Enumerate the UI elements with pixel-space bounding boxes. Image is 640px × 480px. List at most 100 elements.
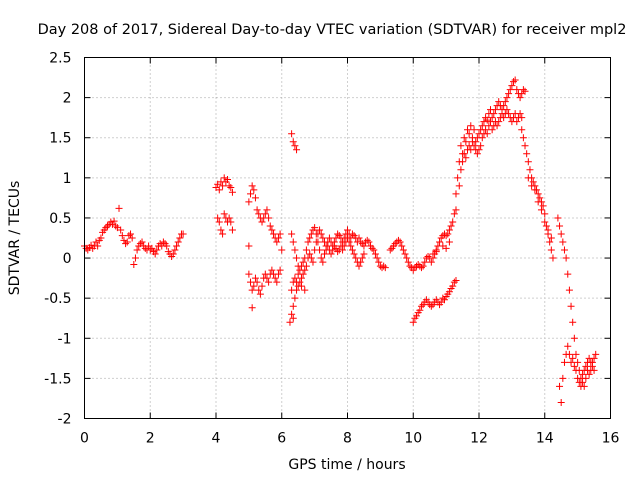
data-point bbox=[245, 270, 253, 278]
data-point bbox=[495, 118, 503, 126]
data-point bbox=[529, 178, 537, 186]
data-point bbox=[475, 146, 483, 154]
data-point bbox=[404, 258, 412, 266]
data-point bbox=[316, 226, 324, 234]
data-point bbox=[483, 116, 491, 124]
data-point bbox=[255, 210, 263, 218]
data-point bbox=[327, 250, 335, 258]
data-point bbox=[460, 134, 468, 142]
y-tick-label: 2.5 bbox=[49, 51, 71, 67]
data-point bbox=[403, 254, 411, 262]
data-point bbox=[225, 214, 233, 222]
data-point bbox=[278, 246, 286, 254]
data-point bbox=[470, 142, 478, 150]
data-point bbox=[307, 254, 315, 262]
data-point bbox=[245, 198, 253, 206]
data-point bbox=[104, 222, 112, 230]
data-point bbox=[266, 222, 274, 230]
data-point bbox=[214, 214, 222, 222]
data-point bbox=[276, 266, 284, 274]
data-point bbox=[112, 222, 120, 230]
data-point bbox=[480, 118, 488, 126]
data-point bbox=[115, 204, 123, 212]
data-point bbox=[536, 194, 544, 202]
data-point bbox=[228, 188, 236, 196]
data-point bbox=[261, 210, 269, 218]
data-point bbox=[169, 250, 177, 258]
data-point bbox=[263, 206, 271, 214]
data-point bbox=[375, 258, 383, 266]
data-point bbox=[270, 230, 278, 238]
data-point bbox=[513, 86, 521, 94]
data-point bbox=[564, 270, 572, 278]
data-point bbox=[360, 242, 368, 250]
data-point bbox=[301, 286, 309, 294]
data-point bbox=[488, 114, 496, 122]
data-point bbox=[406, 262, 414, 270]
data-point bbox=[131, 254, 139, 262]
data-point bbox=[547, 234, 555, 242]
data-point bbox=[87, 241, 95, 249]
data-point bbox=[572, 350, 580, 358]
data-point bbox=[569, 354, 577, 362]
data-point bbox=[358, 254, 366, 262]
data-point bbox=[542, 222, 550, 230]
data-point bbox=[296, 266, 304, 274]
x-tick-label: 10 bbox=[404, 431, 422, 447]
data-point bbox=[574, 374, 582, 382]
data-point bbox=[130, 260, 138, 268]
data-point bbox=[291, 246, 299, 254]
data-point bbox=[537, 206, 545, 214]
data-point bbox=[463, 126, 471, 134]
data-point bbox=[421, 258, 429, 266]
data-point bbox=[173, 242, 181, 250]
data-point bbox=[219, 182, 227, 190]
data-point bbox=[108, 220, 116, 228]
data-point bbox=[251, 194, 259, 202]
data-point bbox=[334, 248, 342, 256]
data-point bbox=[549, 254, 557, 262]
data-point bbox=[455, 182, 463, 190]
data-point bbox=[585, 354, 593, 362]
x-tick-label: 0 bbox=[80, 431, 89, 447]
data-point bbox=[386, 246, 394, 254]
data-point bbox=[500, 102, 508, 110]
data-point bbox=[363, 236, 371, 244]
data-point bbox=[521, 87, 529, 95]
data-point bbox=[483, 130, 491, 138]
data-point bbox=[117, 226, 125, 234]
data-point bbox=[526, 166, 534, 174]
data-point bbox=[457, 142, 465, 150]
data-point bbox=[306, 250, 314, 258]
data-point bbox=[534, 198, 542, 206]
x-tick-label: 16 bbox=[602, 431, 620, 447]
data-point bbox=[521, 142, 529, 150]
data-point bbox=[348, 246, 356, 254]
x-tick-label: 8 bbox=[343, 431, 352, 447]
data-point bbox=[511, 76, 519, 84]
axis-ticks bbox=[84, 57, 611, 419]
data-point bbox=[478, 122, 486, 130]
data-point bbox=[325, 234, 333, 242]
data-point bbox=[299, 258, 307, 266]
data-point bbox=[574, 358, 582, 366]
data-point bbox=[355, 234, 363, 242]
data-point bbox=[291, 142, 299, 150]
data-point bbox=[567, 302, 575, 310]
data-point bbox=[340, 242, 348, 250]
data-point bbox=[316, 246, 324, 254]
data-point bbox=[319, 258, 327, 266]
data-point bbox=[534, 190, 542, 198]
data-point bbox=[478, 134, 486, 142]
data-point bbox=[396, 238, 404, 246]
data-point bbox=[473, 150, 481, 158]
data-point bbox=[470, 126, 478, 134]
data-point bbox=[544, 226, 552, 234]
x-tick-label: 2 bbox=[146, 431, 155, 447]
data-point bbox=[460, 150, 468, 158]
data-point bbox=[245, 242, 253, 250]
data-point bbox=[258, 282, 266, 290]
data-point bbox=[503, 94, 511, 102]
data-point bbox=[265, 278, 273, 286]
x-tick-label: 12 bbox=[470, 431, 488, 447]
